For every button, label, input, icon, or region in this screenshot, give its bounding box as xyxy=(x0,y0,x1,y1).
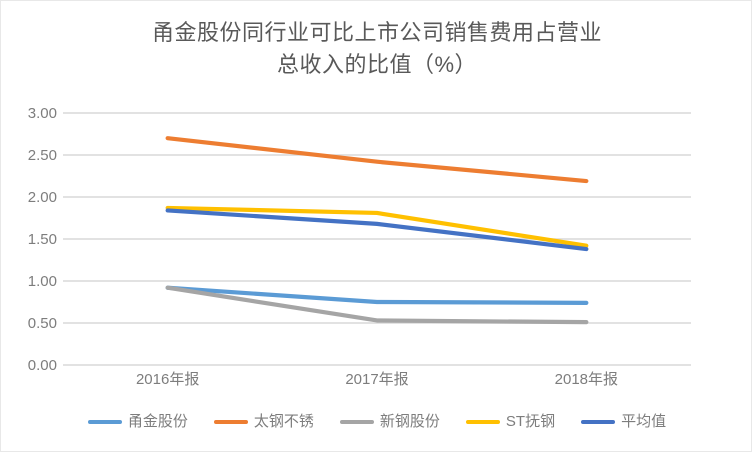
series-line-4[interactable] xyxy=(165,208,589,252)
series-line-0[interactable] xyxy=(165,285,589,305)
legend-swatch-icon xyxy=(465,420,500,424)
series-line-1[interactable] xyxy=(165,136,589,184)
x-tick-label: 2016年报 xyxy=(135,371,200,388)
x-tick-label: 2017年报 xyxy=(345,371,409,388)
legend-swatch-icon xyxy=(339,420,374,424)
x-axis: 2016年报 2017年报 2018年报 xyxy=(63,371,691,395)
y-tick-label: 0.50 xyxy=(27,315,57,332)
y-tick-label: 1.50 xyxy=(27,231,57,248)
plot-svg xyxy=(63,112,691,366)
y-tick-label: 0.00 xyxy=(27,357,57,374)
series-lines xyxy=(165,136,589,325)
legend-swatch-icon xyxy=(581,420,616,424)
y-tick-label: 2.50 xyxy=(27,147,57,164)
legend-item-1[interactable]: 太钢不锈 xyxy=(213,413,314,431)
series-line-3[interactable] xyxy=(165,205,589,248)
chart-legend: 甬金股份 太钢不锈 新钢股份 ST抚钢 平均值 xyxy=(1,407,752,437)
legend-item-3[interactable]: ST抚钢 xyxy=(465,413,556,431)
y-tick-label: 2.00 xyxy=(27,189,57,206)
legend-label: 平均值 xyxy=(621,413,667,430)
legend-item-2[interactable]: 新钢股份 xyxy=(339,413,440,431)
legend-label: 新钢股份 xyxy=(379,413,440,430)
legend-item-0[interactable]: 甬金股份 xyxy=(87,413,188,431)
legend-label: ST抚钢 xyxy=(505,413,556,430)
gridlines xyxy=(63,112,691,366)
legend-swatch-icon xyxy=(87,420,122,424)
y-axis: 3.00 2.50 2.00 1.50 1.00 0.50 0.00 xyxy=(5,106,57,373)
plot-area xyxy=(63,112,691,366)
y-tick-label: 1.00 xyxy=(27,273,57,290)
legend-label: 太钢不锈 xyxy=(253,413,314,430)
y-tick-label: 3.00 xyxy=(27,105,57,122)
series-line-2[interactable] xyxy=(165,285,589,325)
x-tick-label: 2018年报 xyxy=(554,371,619,388)
chart-title: 甬金股份同行业可比上市公司销售费用占营业 总收入的比值（%） xyxy=(151,20,602,77)
legend-item-4[interactable]: 平均值 xyxy=(581,413,666,431)
legend-label: 甬金股份 xyxy=(127,413,188,430)
legend-swatch-icon xyxy=(213,420,248,424)
